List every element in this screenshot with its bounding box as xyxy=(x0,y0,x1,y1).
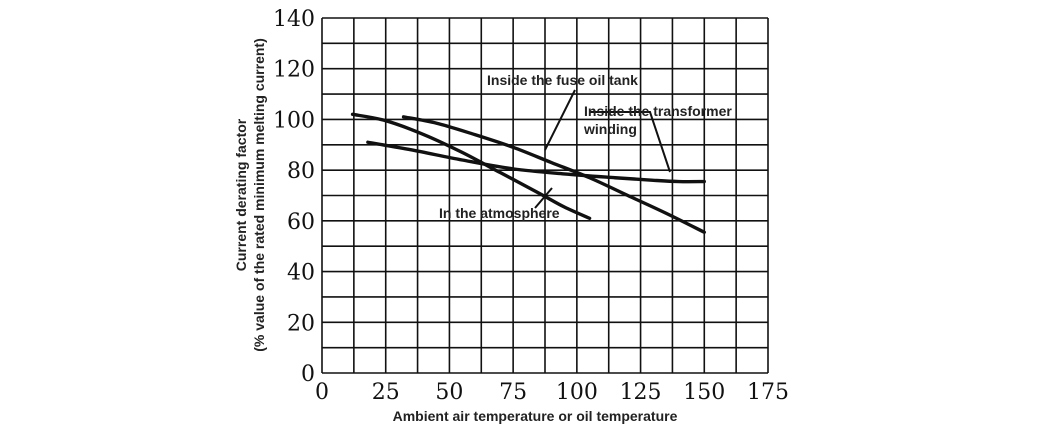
y-tick-labels: 0 20 40 60 80 100 120 140 xyxy=(273,7,315,387)
y-tick-label: 60 xyxy=(287,210,315,235)
y-tick-label: 100 xyxy=(273,108,315,133)
y-tick-label: 140 xyxy=(273,7,315,32)
y-axis-title-line2: (% value of the rated minimum melting cu… xyxy=(251,38,267,352)
x-tick-label: 25 xyxy=(372,380,400,405)
y-tick-label: 40 xyxy=(287,261,315,286)
series-line-oil-tank xyxy=(401,115,706,234)
x-tick-label: 175 xyxy=(747,380,789,405)
annotation-winding-line1: Inside the transformer xyxy=(584,103,732,119)
annotation-winding-line2: winding xyxy=(583,121,637,137)
x-tick-label: 75 xyxy=(499,380,527,405)
x-tick-label: 125 xyxy=(620,380,662,405)
series-layer xyxy=(350,112,706,234)
y-tick-label: 120 xyxy=(273,58,315,83)
annotation-leaders xyxy=(534,89,671,209)
x-tick-label: 150 xyxy=(683,380,725,405)
x-tick-labels: 0 25 50 75 100 125 150 175 xyxy=(315,380,789,405)
chart-grid xyxy=(321,17,769,374)
x-tick-label: 0 xyxy=(315,380,329,405)
y-tick-label: 80 xyxy=(287,159,315,184)
y-tick-label: 20 xyxy=(287,311,315,336)
annotation-atmosphere: In the atmosphere xyxy=(439,205,560,221)
x-axis-title: Ambient air temperature or oil temperatu… xyxy=(393,408,678,424)
leader-oil-tank xyxy=(544,89,576,151)
y-axis-title-line1: Current derating factor xyxy=(233,118,249,271)
x-tick-label: 100 xyxy=(556,380,598,405)
x-tick-label: 50 xyxy=(435,380,463,405)
series-line-winding xyxy=(366,140,706,184)
y-tick-label: 0 xyxy=(301,362,315,387)
leader-atmosphere xyxy=(534,187,553,209)
leader-winding xyxy=(590,111,671,173)
annotation-oil-tank: Inside the fuse oil tank xyxy=(487,72,638,88)
